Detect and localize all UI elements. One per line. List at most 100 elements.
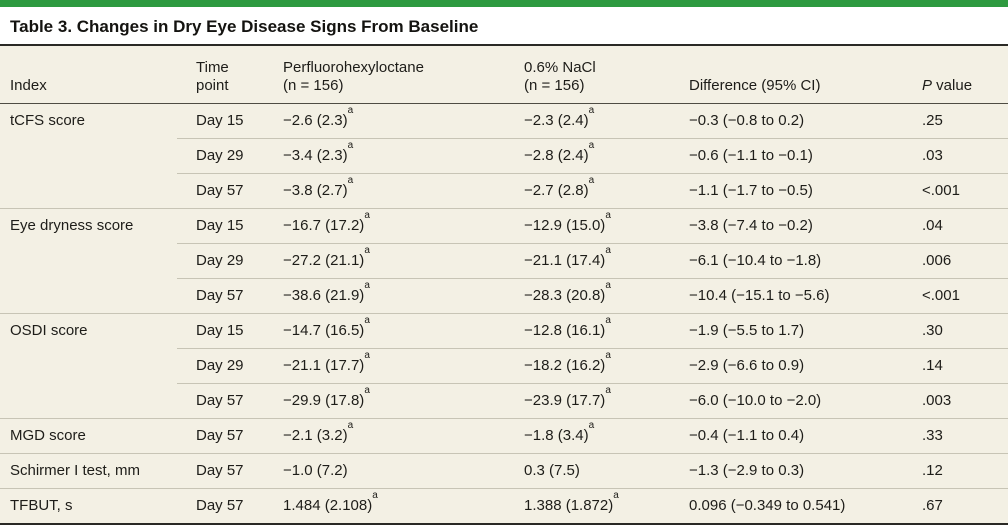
perfluorohexyloctane-value-cell-text: −29.9 (17.8) [283,392,365,409]
difference-cell-text: 0.096 (−0.349 to 0.541) [689,497,846,514]
time-point-cell-text: Day 57 [196,392,244,409]
footnote-marker: a [347,105,354,116]
difference-cell: −0.4 (−1.1 to 0.4) [670,418,903,454]
difference-cell: −0.3 (−0.8 to 0.2) [670,103,903,139]
nacl-value-cell-text: −18.2 (16.2) [524,357,606,374]
p-value-cell: .04 [903,208,1008,244]
time-point-cell: Day 29 [177,243,264,279]
p-value-cell-text: .04 [922,217,943,234]
p-value-cell-text: .006 [922,252,952,269]
p-value-cell-text: .12 [922,462,943,479]
p-value-cell-text: .003 [922,392,952,409]
nacl-value-cell: −2.8 (2.4)a [505,138,670,174]
index-cell-text: Eye dryness score [10,217,134,235]
perfluorohexyloctane-value-cell: −27.2 (21.1)a [264,243,505,279]
time-point-cell: Day 57 [177,383,264,419]
perfluorohexyloctane-value-cell: −3.8 (2.7)a [264,173,505,209]
index-cell: MGD score [0,418,177,454]
nacl-value-cell-text: −23.9 (17.7) [524,392,606,409]
perfluorohexyloctane-value-cell: −21.1 (17.7)a [264,348,505,384]
footnote-marker: a [372,490,378,501]
time-point-cell-text: Day 29 [196,252,244,269]
difference-cell: 0.096 (−0.349 to 0.541) [670,488,903,524]
perfluorohexyloctane-value-cell: −3.4 (2.3)a [264,138,505,174]
nacl-value-cell: 1.388 (1.872)a [505,488,670,524]
difference-cell-text: −6.1 (−10.4 to −1.8) [689,252,822,269]
footnote-marker: a [605,385,611,396]
perfluorohexyloctane-value-cell-text: −2.1 (3.2) [283,427,348,444]
perfluorohexyloctane-value-cell-text: −1.0 (7.2) [283,462,348,479]
index-cell [0,349,177,384]
table-row: OSDI score Day 15 −14.7 (16.5)a −12.8 (16.1… [0,313,1008,349]
nacl-value-cell-text: 0.3 (7.5) [524,462,580,479]
table-title: Table 3. Changes in Dry Eye Disease Sign… [10,17,479,36]
footnote-marker: a [364,350,370,361]
dry-eye-signs-table: Index Time point Perfluorohexyloctane (n… [0,46,1008,525]
perfluorohexyloctane-value-cell-text: −3.8 (2.7) [283,182,348,199]
difference-cell-text: −3.8 (−7.4 to −0.2) [689,217,813,234]
p-value-cell-text: .03 [922,147,943,164]
p-value-italic-p: P [922,77,933,94]
nacl-value-cell-text: −2.8 (2.4) [524,147,589,164]
difference-cell: −1.1 (−1.7 to −0.5) [670,173,903,209]
table-row: Day 57 −38.6 (21.9)a −28.3 (20.8)a −10.4 (−… [0,278,1008,314]
footnote-marker: a [347,420,354,431]
time-point-cell: Day 29 [177,138,264,174]
p-value-cell: .03 [903,138,1008,174]
index-cell: Eye dryness score [0,208,177,244]
perfluorohexyloctane-value-cell: −2.1 (3.2)a [264,418,505,454]
column-header-time-point: Time point [177,46,264,104]
perfluorohexyloctane-value-cell-text: −27.2 (21.1) [283,252,365,269]
nacl-value-cell: 0.3 (7.5) [505,453,670,489]
p-value-header-rest: value [932,77,973,94]
time-point-cell: Day 15 [177,103,264,139]
time-point-cell: Day 29 [177,348,264,384]
time-point-cell-text: Day 29 [196,147,244,164]
time-point-cell-text: Day 15 [196,112,244,129]
column-header-nacl: 0.6% NaCl (n = 156) [505,46,670,104]
nacl-value-cell: −2.7 (2.8)a [505,173,670,209]
difference-cell-text: −6.0 (−10.0 to −2.0) [689,392,822,409]
nacl-value-cell-text: −2.7 (2.8) [524,182,589,199]
footnote-marker: a [605,280,611,291]
footnote-marker: a [364,315,370,326]
difference-cell-text: −1.3 (−2.9 to 0.3) [689,462,805,479]
p-value-cell-text: .67 [922,497,943,514]
index-cell-text: OSDI score [10,322,88,340]
difference-cell-text: −2.9 (−6.6 to 0.9) [689,357,805,374]
p-value-cell-text: .25 [922,112,943,129]
perfluorohexyloctane-value-cell: −38.6 (21.9)a [264,278,505,314]
difference-cell: −1.3 (−2.9 to 0.3) [670,453,903,489]
time-point-cell: Day 57 [177,488,264,524]
table-row: Day 29 −21.1 (17.7)a −18.2 (16.2)a −2.9 (−6… [0,348,1008,384]
table-body: tCFS score Day 15 −2.6 (2.3)a −2.3 (2.4)a −0… [0,103,1008,524]
column-header-p-value: P value [903,46,1008,104]
index-cell: tCFS score [0,103,177,139]
table-row: TFBUT, s Day 57 1.484 (2.108)a 1.388 (1.872… [0,488,1008,524]
p-value-cell: .25 [903,103,1008,139]
perfluorohexyloctane-value-cell: −2.6 (2.3)a [264,103,505,139]
difference-cell-text: −10.4 (−15.1 to −5.6) [689,287,830,304]
footnote-marker: a [588,175,595,186]
difference-cell: −0.6 (−1.1 to −0.1) [670,138,903,174]
nacl-value-cell: −28.3 (20.8)a [505,278,670,314]
perfluorohexyloctane-value-cell: 1.484 (2.108)a [264,488,505,524]
footnote-marker: a [613,490,619,501]
footnote-marker: a [605,210,611,221]
time-point-cell-text: Day 15 [196,322,244,339]
difference-cell-text: −1.9 (−5.5 to 1.7) [689,322,805,339]
time-point-cell-text: Day 15 [196,217,244,234]
p-value-cell: .33 [903,418,1008,454]
nacl-value-cell: −2.3 (2.4)a [505,103,670,139]
footnote-marker: a [364,245,370,256]
perfluorohexyloctane-value-cell-text: −38.6 (21.9) [283,287,365,304]
p-value-cell: <.001 [903,173,1008,209]
difference-cell: −3.8 (−7.4 to −0.2) [670,208,903,244]
index-cell-text: Schirmer I test, mm [10,462,141,479]
p-value-cell-text: <.001 [922,287,960,304]
nacl-value-cell: −21.1 (17.4)a [505,243,670,279]
footnote-marker: a [347,140,354,151]
p-value-cell-text: .14 [922,357,943,374]
accent-top-bar [0,0,1008,7]
footnote-marker: a [605,350,611,361]
